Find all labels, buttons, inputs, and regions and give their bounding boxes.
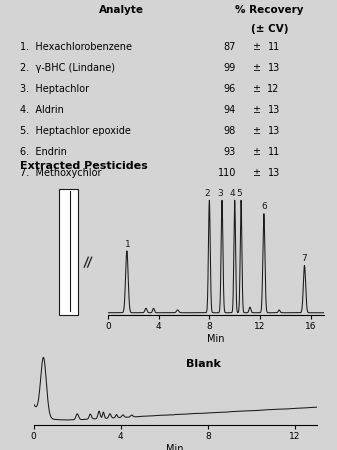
Text: 1.  Hexachlorobenzene: 1. Hexachlorobenzene	[20, 42, 132, 52]
Text: 12: 12	[267, 84, 280, 94]
Text: 11: 11	[268, 147, 280, 157]
Text: 13: 13	[268, 105, 280, 115]
Text: 3.  Heptachlor: 3. Heptachlor	[20, 84, 89, 94]
Text: 6: 6	[261, 202, 267, 211]
Text: ±: ±	[252, 84, 260, 94]
Text: 96: 96	[224, 84, 236, 94]
Text: 5.  Heptachlor epoxide: 5. Heptachlor epoxide	[20, 126, 131, 136]
Text: Analyte: Analyte	[99, 5, 144, 15]
Text: ±: ±	[252, 168, 260, 178]
Text: 4.  Aldrin: 4. Aldrin	[20, 105, 64, 115]
Text: 13: 13	[268, 126, 280, 136]
Text: 93: 93	[224, 147, 236, 157]
Text: 7: 7	[302, 254, 307, 263]
Text: (± CV): (± CV)	[251, 24, 288, 34]
Text: 1: 1	[125, 239, 131, 248]
Text: 4: 4	[230, 189, 236, 198]
Text: 11: 11	[268, 42, 280, 52]
Text: 6.  Endrin: 6. Endrin	[20, 147, 67, 157]
Text: 98: 98	[224, 126, 236, 136]
Text: 7.  Methoxychlor: 7. Methoxychlor	[20, 168, 102, 178]
Text: 94: 94	[224, 105, 236, 115]
Text: 13: 13	[268, 168, 280, 178]
Text: 5: 5	[236, 189, 242, 198]
Text: ±: ±	[252, 147, 260, 157]
Text: ±: ±	[252, 105, 260, 115]
Text: 99: 99	[224, 63, 236, 73]
Text: Blank: Blank	[186, 359, 221, 369]
Text: 2.  γ-BHC (Lindane): 2. γ-BHC (Lindane)	[20, 63, 115, 73]
X-axis label: Min: Min	[166, 444, 184, 450]
Text: ±: ±	[252, 63, 260, 73]
Text: 87: 87	[223, 42, 236, 52]
X-axis label: Min: Min	[207, 334, 224, 344]
Text: 13: 13	[268, 63, 280, 73]
Text: 3: 3	[217, 189, 223, 198]
Text: 110: 110	[217, 168, 236, 178]
Text: 2: 2	[205, 189, 210, 198]
Text: ±: ±	[252, 42, 260, 52]
Text: % Recovery: % Recovery	[235, 5, 304, 15]
Text: Extracted Pesticides: Extracted Pesticides	[20, 161, 148, 171]
Text: ±: ±	[252, 126, 260, 136]
